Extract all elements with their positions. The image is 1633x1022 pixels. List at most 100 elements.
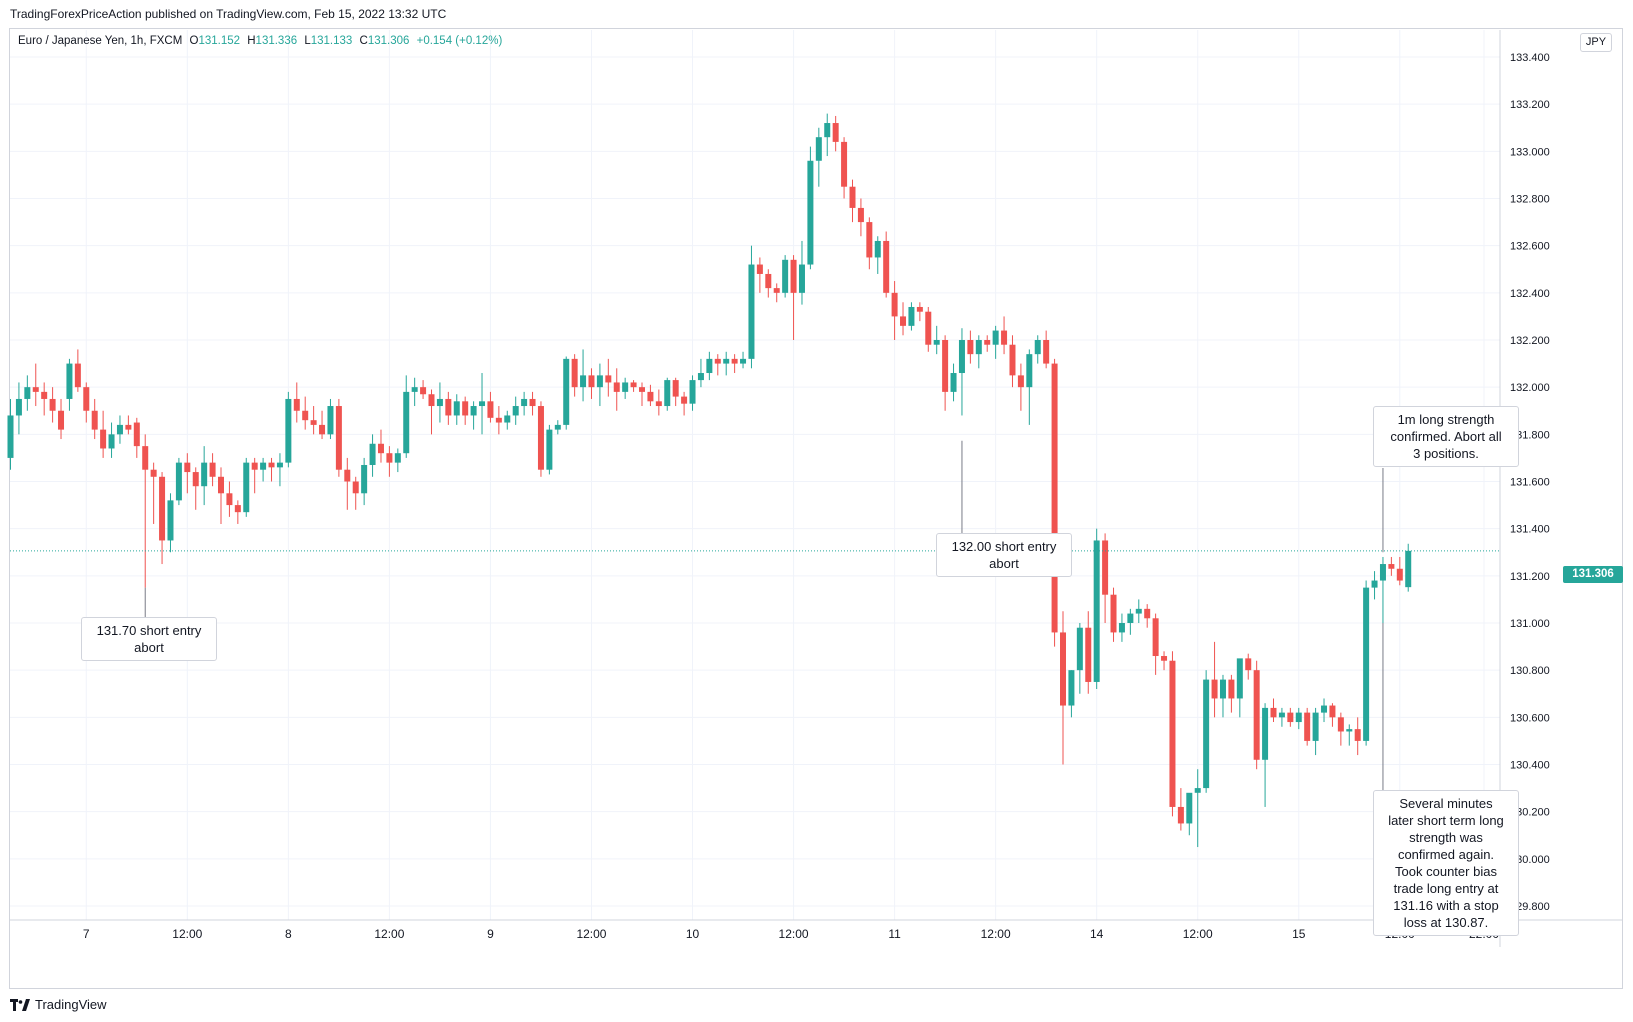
candle-body (1194, 788, 1201, 793)
candle-body (352, 481, 359, 494)
candle-body (1346, 729, 1353, 732)
candle-body (1236, 658, 1243, 699)
candle-body (361, 464, 368, 494)
bullish-candle (874, 236, 881, 274)
candle-body (605, 375, 612, 383)
bullish-candle (108, 422, 115, 458)
bearish-candle (1354, 717, 1361, 756)
candle-body (1135, 608, 1142, 614)
bullish-candle (1219, 674, 1226, 718)
candle-body (630, 382, 637, 388)
bearish-candle (344, 457, 351, 510)
candle-body (167, 500, 174, 541)
bearish-candle (1337, 712, 1344, 746)
candle-body (1354, 729, 1361, 741)
note-line: 131.16 with a stop (1393, 898, 1499, 913)
x-tick-label: 7 (83, 927, 90, 941)
bearish-candle (1043, 330, 1050, 369)
bearish-candle (1161, 651, 1168, 671)
bearish-candle (49, 387, 56, 423)
bearish-candle (445, 391, 452, 425)
bullish-candle (394, 448, 401, 473)
bearish-candle (765, 269, 772, 298)
candle-body (1043, 340, 1050, 364)
candle-body (1093, 540, 1100, 682)
candle-body (1169, 660, 1176, 807)
candle-body (369, 443, 376, 465)
bearish-candle (588, 368, 595, 399)
y-tick-label: 132.600 (1510, 241, 1550, 253)
candle-body (1051, 363, 1058, 633)
y-tick-label: 131.400 (1510, 524, 1550, 536)
candle-body (1312, 712, 1319, 741)
bullish-candle (706, 351, 713, 381)
bullish-candle (950, 363, 957, 402)
bullish-candle (453, 394, 460, 425)
bearish-candle (100, 410, 107, 458)
candle-body (537, 406, 544, 470)
candle-body (1026, 354, 1033, 388)
candle-body (1177, 806, 1184, 824)
bullish-candle (908, 302, 915, 331)
candle-body (689, 380, 696, 404)
note-line: confirmed again. (1397, 847, 1495, 862)
bearish-candle (41, 382, 48, 416)
bullish-candle (748, 245, 755, 369)
bearish-candle (942, 335, 949, 411)
bullish-candle (622, 377, 629, 399)
bearish-candle (377, 429, 384, 463)
note-line: 1m long strength (1397, 412, 1495, 427)
candle-body (731, 358, 738, 364)
bullish-candle (327, 398, 334, 440)
bullish-candle (958, 328, 965, 416)
bearish-candle (925, 306, 932, 352)
bullish-candle (580, 349, 587, 402)
candle-body (613, 382, 620, 392)
bullish-candle (1034, 335, 1041, 364)
overlays (10, 440, 1500, 790)
bearish-candle (630, 380, 637, 392)
currency-badge[interactable]: JPY (1580, 33, 1612, 52)
candle-body (1219, 679, 1226, 699)
candle-body (91, 410, 98, 430)
bearish-candle (1177, 788, 1184, 831)
candle-body (1329, 705, 1336, 718)
y-tick-label: 131.000 (1510, 618, 1550, 630)
note-line: Took counter bias (1395, 864, 1497, 879)
chart-frame (9, 28, 1623, 989)
candle-body (1388, 564, 1395, 569)
bearish-candle (866, 217, 873, 270)
candle-body (554, 424, 561, 430)
candle-body (58, 410, 65, 430)
bearish-candle (647, 384, 654, 407)
x-tick-label: 15 (1292, 927, 1306, 941)
candle-body (984, 340, 991, 345)
candle-body (697, 373, 704, 381)
candle-body (41, 391, 48, 399)
y-tick-label: 130.200 (1510, 807, 1550, 819)
bullish-candle (285, 391, 292, 468)
bearish-candle (672, 377, 679, 407)
bearish-candle (142, 434, 149, 588)
bearish-candle (302, 396, 309, 430)
bearish-candle (832, 115, 839, 152)
high-label: H (247, 35, 256, 47)
bearish-candle (133, 417, 140, 458)
bullish-candle (1203, 670, 1210, 793)
footer-brand[interactable]: TradingView (10, 997, 107, 1012)
candle-body (209, 462, 216, 477)
y-tick-label: 133.400 (1510, 52, 1550, 64)
candle-body (1295, 712, 1302, 723)
bullish-candle (1093, 528, 1100, 690)
candle-body (900, 316, 907, 326)
x-tick-label: 12:00 (576, 927, 606, 941)
note-line: later short term long (1388, 813, 1504, 828)
candle-body (1363, 587, 1370, 741)
bullish-candle (697, 358, 704, 388)
candle-body (1405, 550, 1412, 588)
bearish-candle (857, 198, 864, 237)
candle-body (1379, 564, 1386, 581)
x-tick-label: 9 (487, 927, 494, 941)
bearish-candle (731, 354, 738, 374)
